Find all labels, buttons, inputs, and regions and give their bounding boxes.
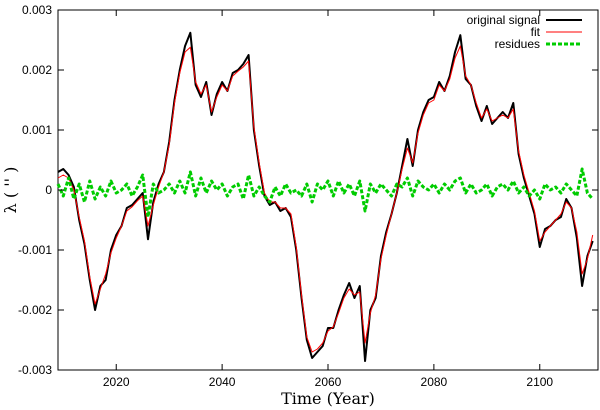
- y-tick-label: 0: [45, 183, 52, 197]
- series-layer: [56, 31, 594, 362]
- x-tick-label: 2080: [421, 375, 448, 389]
- x-axis-title: Time (Year): [281, 389, 375, 408]
- x-tick-label: 2100: [526, 375, 553, 389]
- x-tick-label: 2040: [209, 375, 236, 389]
- legend-label-fit: fit: [531, 25, 541, 39]
- series-line-fit: [57, 45, 594, 353]
- x-tick-label: 2020: [103, 375, 130, 389]
- y-tick-label: 0.003: [22, 3, 52, 17]
- series-line-original-signal: [57, 31, 594, 362]
- x-tick-label: 2060: [315, 375, 342, 389]
- series-line-residues: [56, 167, 594, 219]
- legend-label-residues: residues: [495, 37, 540, 51]
- y-axis-title: λ ( '' ): [1, 167, 20, 214]
- y-tick-label: -0.001: [18, 243, 52, 257]
- y-tick-label: 0.001: [22, 123, 52, 137]
- y-tick-label: 0.002: [22, 63, 52, 77]
- y-tick-label: -0.002: [18, 303, 52, 317]
- legend-label-original-signal: original signal: [467, 13, 540, 27]
- ticks-layer: 2020 2040 2060 2080 2100 -0.003 -0.002 -0.001 0 0…: [18, 3, 598, 389]
- y-tick-label: -0.003: [18, 363, 52, 377]
